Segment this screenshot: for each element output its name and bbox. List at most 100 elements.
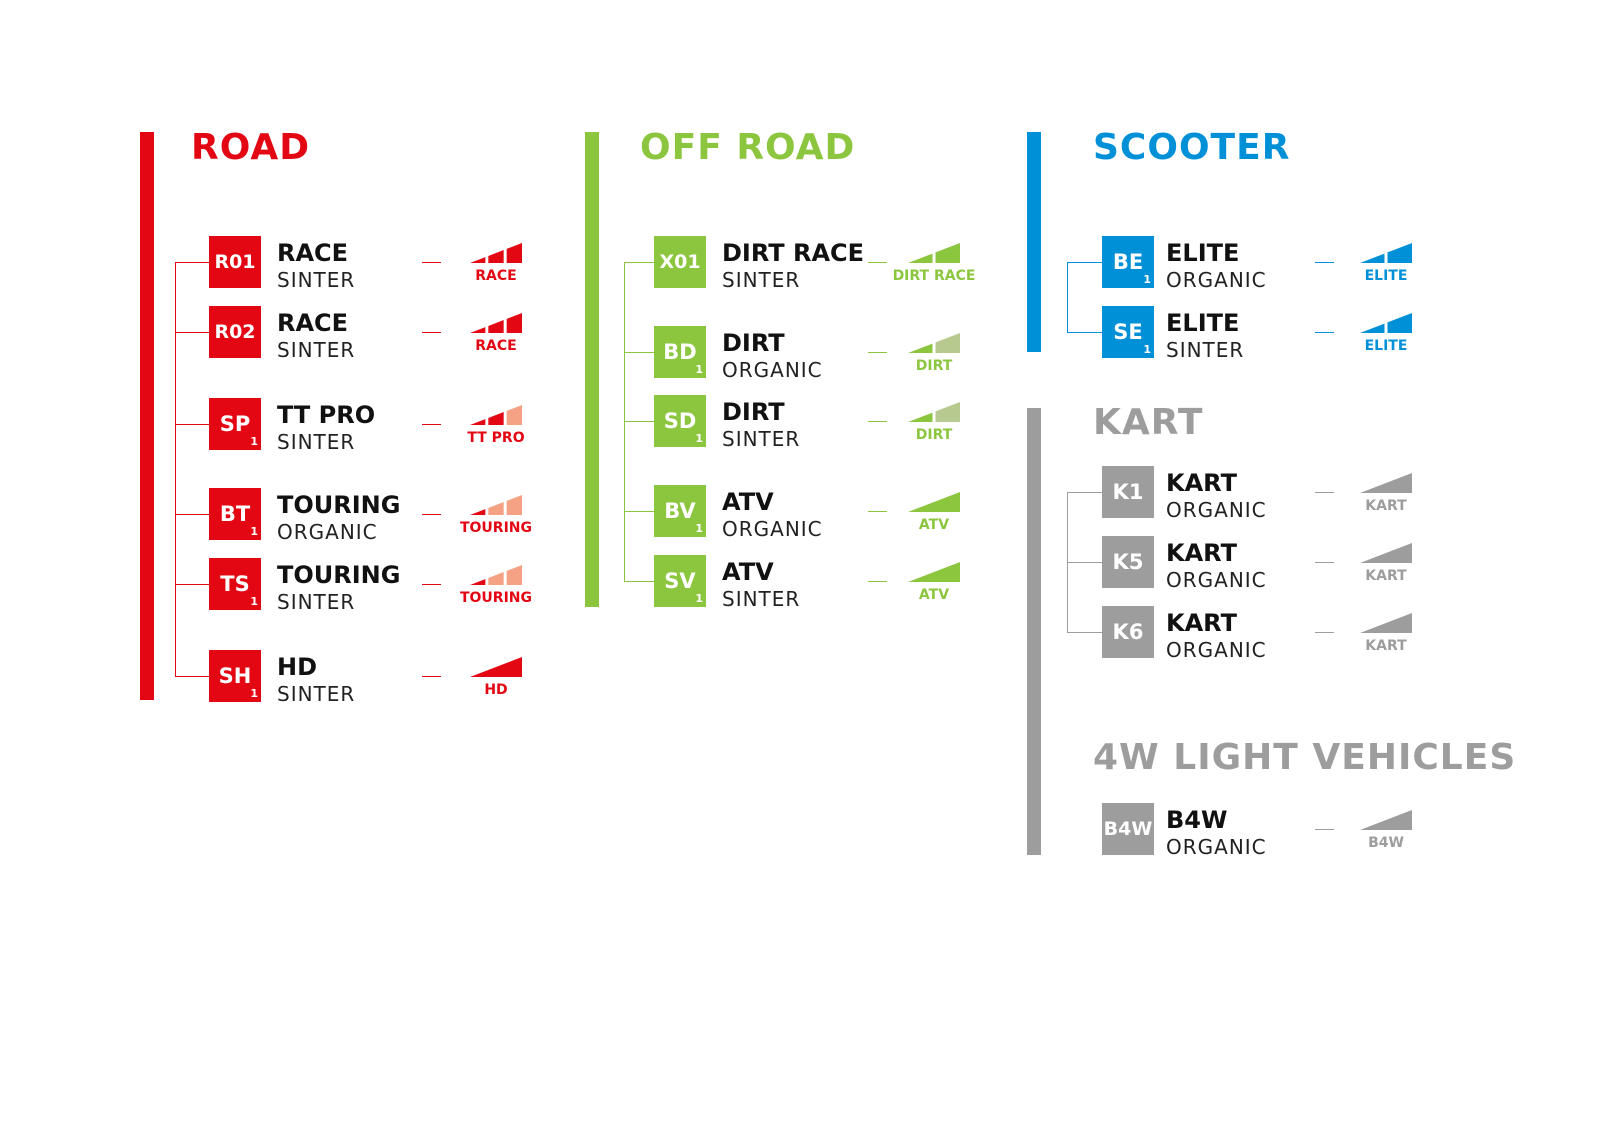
compound-name: ELITE [1166, 309, 1240, 337]
compound-name: DIRT [722, 398, 785, 426]
performance-level-label: DIRT [915, 427, 953, 443]
compound-code: SV [664, 569, 696, 593]
light4w-section-title: 4W LIGHT VEHICLES [1093, 737, 1517, 778]
performance-level-label: HD [484, 682, 508, 698]
tree-connector-branch [175, 262, 209, 263]
performance-level-segment [1387, 243, 1412, 263]
compound-type: ORGANIC [1166, 568, 1267, 592]
connector-dash [1315, 562, 1334, 563]
performance-level-segment [935, 402, 960, 422]
performance-level-segment [1360, 810, 1412, 830]
compound-code: R02 [214, 321, 256, 343]
compound-code-badge: SD 1 [654, 395, 706, 447]
compound-name: KART [1166, 469, 1237, 497]
compound-code-badge: BT 1 [209, 488, 261, 540]
tree-connector-branch [175, 584, 209, 585]
performance-level-segment [470, 419, 486, 425]
offroad-section-title: OFF ROAD [640, 127, 856, 168]
compound-name: KART [1166, 609, 1237, 637]
kart-section-bar [1027, 408, 1041, 855]
performance-level-icon [470, 313, 522, 333]
compound-code: K5 [1112, 550, 1144, 574]
compound-code-badge: BV 1 [654, 485, 706, 537]
tree-connector-vertical [1067, 262, 1068, 332]
compound-type: SINTER [1166, 338, 1245, 362]
tree-connector-branch [1067, 632, 1102, 633]
compound-code-subscript: 1 [695, 592, 703, 605]
compound-code-badge: R01 [209, 236, 261, 288]
performance-level-icon [1360, 473, 1412, 493]
connector-dash [1315, 332, 1334, 333]
tree-connector-branch [175, 676, 209, 677]
performance-level-icon [908, 562, 960, 582]
performance-level-segment [1360, 253, 1385, 263]
compound-code-subscript: 1 [1143, 273, 1151, 286]
compound-type: SINTER [722, 427, 801, 451]
performance-level-segment [1360, 543, 1412, 563]
connector-dash [868, 511, 887, 512]
compound-code-badge: SV 1 [654, 555, 706, 607]
tree-connector-branch [175, 332, 209, 333]
performance-level-segment [1360, 473, 1412, 493]
road-section-bar [140, 132, 154, 700]
performance-level-icon [470, 405, 522, 425]
compound-code: SP [219, 412, 251, 436]
compound-code-badge: SE 1 [1102, 306, 1154, 358]
tree-connector-branch [1067, 332, 1102, 333]
compound-type: SINTER [722, 587, 801, 611]
compound-name: ATV [722, 488, 774, 516]
performance-level-label: DIRT RACE [892, 268, 976, 284]
compound-type: SINTER [277, 430, 356, 454]
compound-name: ATV [722, 558, 774, 586]
performance-level-icon [470, 565, 522, 585]
compound-code-badge: K5 [1102, 536, 1154, 588]
tree-connector-branch [624, 581, 654, 582]
performance-level-label: KART [1365, 498, 1407, 514]
compound-code: SD [663, 409, 697, 433]
connector-dash [422, 424, 441, 425]
compound-type: SINTER [722, 268, 801, 292]
compound-type: ORGANIC [1166, 268, 1267, 292]
performance-level-icon [908, 402, 960, 422]
performance-level-icon [1360, 243, 1412, 263]
performance-level-segment [470, 579, 486, 585]
connector-dash [868, 262, 887, 263]
performance-level-label: ATV [918, 587, 950, 603]
compound-name: TOURING [277, 491, 401, 519]
compound-code-subscript: 1 [695, 432, 703, 445]
connector-dash [422, 262, 441, 263]
performance-level-segment [908, 562, 960, 582]
performance-level-segment [470, 327, 486, 333]
performance-level-segment [1360, 613, 1412, 633]
connector-dash [1315, 262, 1334, 263]
performance-level-segment [506, 565, 522, 585]
performance-level-label: ATV [918, 517, 950, 533]
connector-dash [1315, 492, 1334, 493]
performance-level-icon [470, 243, 522, 263]
compound-name: TT PRO [277, 401, 376, 429]
connector-dash [868, 421, 887, 422]
compound-code-badge: K1 [1102, 466, 1154, 518]
compound-code-badge: SP 1 [209, 398, 261, 450]
compound-code-badge: BE 1 [1102, 236, 1154, 288]
performance-level-icon [908, 333, 960, 353]
compound-code-badge: SH 1 [209, 650, 261, 702]
performance-level-label: ELITE [1364, 268, 1408, 284]
performance-level-icon [470, 495, 522, 515]
tree-connector-branch [175, 514, 209, 515]
performance-level-segment [470, 257, 486, 263]
performance-level-segment [908, 343, 933, 353]
tree-connector-branch [624, 511, 654, 512]
performance-level-segment [935, 243, 960, 263]
compound-code-badge: X01 [654, 236, 706, 288]
connector-dash [422, 514, 441, 515]
performance-level-segment [488, 502, 504, 515]
performance-level-segment [908, 412, 933, 422]
performance-level-segment [506, 495, 522, 515]
connector-dash [1315, 829, 1334, 830]
connector-dash [868, 581, 887, 582]
compound-code-subscript: 1 [250, 435, 258, 448]
compound-code: BV [664, 499, 696, 523]
compound-code: R01 [214, 251, 256, 273]
